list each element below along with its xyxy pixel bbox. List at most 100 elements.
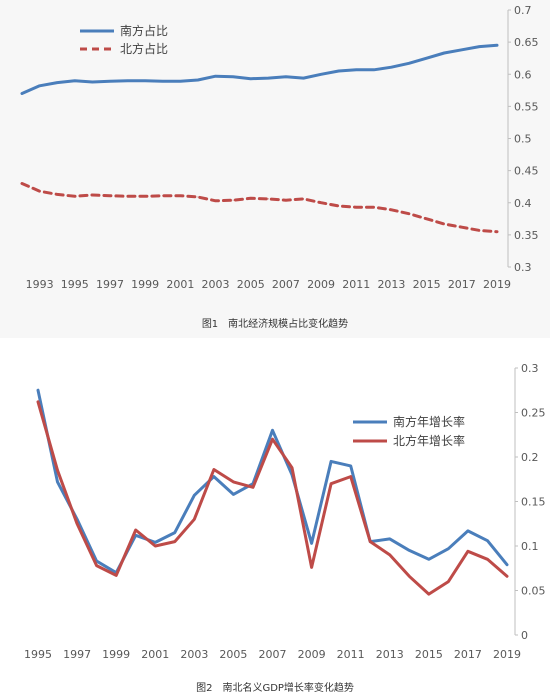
data-point xyxy=(408,575,410,577)
data-point xyxy=(496,231,498,233)
data-point xyxy=(39,85,41,87)
data-point xyxy=(109,195,111,197)
x-tick-label: 2015 xyxy=(415,648,443,661)
x-tick-label: 2011 xyxy=(337,648,365,661)
chart-1-svg: 0.3 0.35 0.4 0.45 0.5 0.55 0.6 0.65 0.7 1993 1995 1… xyxy=(20,4,539,291)
data-point xyxy=(330,460,332,462)
y-tick-label: 0.55 xyxy=(514,100,539,113)
data-point xyxy=(478,229,480,231)
x-tick-label: 2001 xyxy=(166,278,194,291)
y-tick-label: 0.3 xyxy=(514,261,532,274)
x-tick-label: 2009 xyxy=(298,648,326,661)
data-point xyxy=(56,193,58,195)
x-tick-label: 1999 xyxy=(131,278,159,291)
data-point xyxy=(250,197,252,199)
data-point xyxy=(486,540,488,542)
data-point xyxy=(338,70,340,72)
x-tick-label: 2003 xyxy=(180,648,208,661)
legend-label-1: 南方年增长率 xyxy=(393,414,465,429)
y-tick-label: 0.05 xyxy=(521,585,546,598)
data-point xyxy=(174,541,176,543)
y-tick-label: 0.7 xyxy=(514,4,532,17)
data-point xyxy=(197,196,199,198)
x-tick-label: 2007 xyxy=(259,648,287,661)
data-point xyxy=(144,195,146,197)
y-tick-label: 0.5 xyxy=(514,133,532,146)
y-tick-label: 0.25 xyxy=(521,407,546,420)
data-point xyxy=(213,476,215,478)
data-point xyxy=(408,62,410,64)
data-point xyxy=(193,518,195,520)
data-point xyxy=(467,530,469,532)
data-point xyxy=(91,81,93,83)
x-tick-label: 2013 xyxy=(377,278,405,291)
data-point xyxy=(74,80,76,82)
y-tick-label: 0.3 xyxy=(521,362,539,375)
y-tick-label: 0.1 xyxy=(521,540,539,553)
data-point xyxy=(127,80,129,82)
data-point xyxy=(373,206,375,208)
data-point xyxy=(330,483,332,485)
x-tick-label: 2007 xyxy=(272,278,300,291)
x-tick-label: 1997 xyxy=(96,278,124,291)
data-point xyxy=(311,566,313,568)
data-point xyxy=(355,206,357,208)
data-point xyxy=(272,429,273,431)
x-tick-label: 2017 xyxy=(448,278,476,291)
data-point xyxy=(179,80,181,82)
data-point xyxy=(443,223,445,225)
y-tick-label: 0.65 xyxy=(514,36,539,49)
data-point xyxy=(250,78,252,80)
data-point xyxy=(506,564,508,566)
data-point xyxy=(37,389,39,391)
series-line-1 xyxy=(20,43,499,95)
data-point xyxy=(193,494,195,496)
data-point xyxy=(389,538,391,540)
data-point xyxy=(302,77,304,79)
data-point xyxy=(311,542,313,544)
x-tick-label: 2005 xyxy=(237,278,265,291)
x-tick-label: 1995 xyxy=(24,648,52,661)
x-tick-label: 2013 xyxy=(376,648,404,661)
x-tick-label: 2001 xyxy=(141,648,169,661)
chart-1-caption: 图1 南北经济规模占比变化趋势 xyxy=(201,319,349,330)
data-point xyxy=(215,75,217,77)
y-tick-label: 0.6 xyxy=(514,68,532,81)
data-point xyxy=(197,79,199,81)
data-point xyxy=(162,80,164,82)
y-tick-label: 0 xyxy=(521,629,528,642)
data-point xyxy=(338,205,340,207)
data-point xyxy=(426,218,428,220)
data-point xyxy=(355,69,357,71)
data-point xyxy=(96,560,98,562)
data-point xyxy=(350,476,352,478)
data-point xyxy=(21,182,23,184)
data-point xyxy=(496,44,498,46)
data-point xyxy=(96,565,98,567)
x-tick-label: 2005 xyxy=(219,648,247,661)
data-point xyxy=(486,558,488,560)
data-point xyxy=(232,199,234,201)
data-point xyxy=(478,46,480,48)
data-point xyxy=(350,465,352,467)
data-point xyxy=(447,581,449,583)
x-tick-label: 1995 xyxy=(61,278,89,291)
data-point xyxy=(232,493,234,495)
data-point xyxy=(154,541,156,543)
data-point xyxy=(57,481,59,483)
chart-2-svg: 0 0.05 0.1 0.15 0.2 0.25 0.3 1995 1997 1999 2001 20… xyxy=(24,362,546,661)
chart-panel-1: 0.3 0.35 0.4 0.45 0.5 0.55 0.6 0.65 0.7 1993 1995 1… xyxy=(0,0,550,338)
data-point xyxy=(447,548,449,550)
data-point xyxy=(285,76,287,78)
legend-label-2: 北方占比 xyxy=(120,41,168,56)
data-point xyxy=(109,80,111,82)
x-tick-label: 1999 xyxy=(102,648,130,661)
data-point xyxy=(408,549,410,551)
data-point xyxy=(74,195,76,197)
chart-panel-2: 0 0.05 0.1 0.15 0.2 0.25 0.3 1995 1997 1999 2001 20… xyxy=(0,338,550,699)
x-tick-label: 2011 xyxy=(342,278,370,291)
data-point xyxy=(57,469,59,471)
data-point xyxy=(115,574,117,576)
data-point xyxy=(154,545,156,547)
x-tick-label: 2003 xyxy=(202,278,230,291)
